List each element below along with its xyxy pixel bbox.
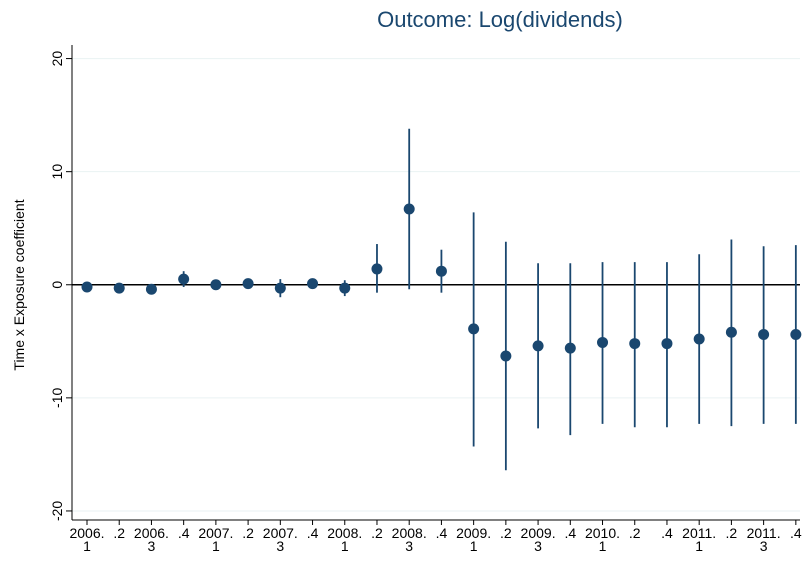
point [629,338,641,350]
point [307,278,319,290]
x-tick-label: .4 [564,525,576,541]
point [564,342,576,354]
x-tick-label: 1 [695,538,703,554]
point [597,336,609,348]
x-tick-label: 1 [341,538,349,554]
x-tick-label: 2008. [327,525,362,541]
point [242,278,254,290]
x-tick-label: 1 [470,538,478,554]
point [274,282,286,294]
point [210,279,222,291]
chart-title: Outcome: Log(dividends) [377,7,623,32]
point [725,326,737,338]
x-tick-label: .2 [726,525,738,541]
x-tick-label: 2011. [747,525,781,541]
x-tick-label: 2008. [392,525,427,541]
x-tick-label: 3 [405,538,413,554]
y-tick-label: 10 [49,164,65,180]
point [371,263,383,275]
point [468,323,480,335]
x-tick-label: 1 [83,538,91,554]
y-tick-label: -20 [49,501,65,521]
x-tick-label: 2006. [134,525,169,541]
point [178,273,190,285]
point [435,265,447,277]
x-tick-label: 2011. [682,525,716,541]
point [113,282,125,294]
y-tick-label: 20 [49,51,65,67]
x-tick-label: 1 [599,538,607,554]
x-tick-label: 3 [534,538,542,554]
x-tick-label: .2 [371,525,383,541]
x-tick-label: 1 [212,538,220,554]
point [790,329,802,341]
y-tick-label: -10 [49,388,65,408]
y-axis-label: Time x Exposure coefficient [11,199,27,370]
x-tick-label: 3 [148,538,156,554]
point [81,281,93,293]
y-tick-label: 0 [49,281,65,289]
x-tick-label: .2 [242,525,254,541]
x-tick-label: 3 [276,538,284,554]
x-tick-label: 2010. [585,525,620,541]
point [693,333,705,345]
x-tick-label: .4 [307,525,319,541]
x-tick-label: 2007. [198,525,233,541]
x-tick-label: .2 [629,525,641,541]
point [145,283,157,295]
x-tick-label: .4 [178,525,190,541]
x-tick-label: .4 [661,525,673,541]
x-tick-label: 2009. [456,525,491,541]
x-tick-label: .2 [500,525,512,541]
x-tick-label: 3 [760,538,768,554]
point [661,338,673,350]
x-tick-label: .4 [790,525,802,541]
point [532,340,544,352]
x-tick-label: .4 [436,525,448,541]
point [500,350,512,362]
x-tick-label: 2006. [69,525,104,541]
point [403,203,415,215]
point [339,282,351,294]
x-tick-label: 2009. [521,525,556,541]
x-tick-label: .2 [113,525,125,541]
point [758,329,770,341]
x-tick-label: 2007. [263,525,298,541]
